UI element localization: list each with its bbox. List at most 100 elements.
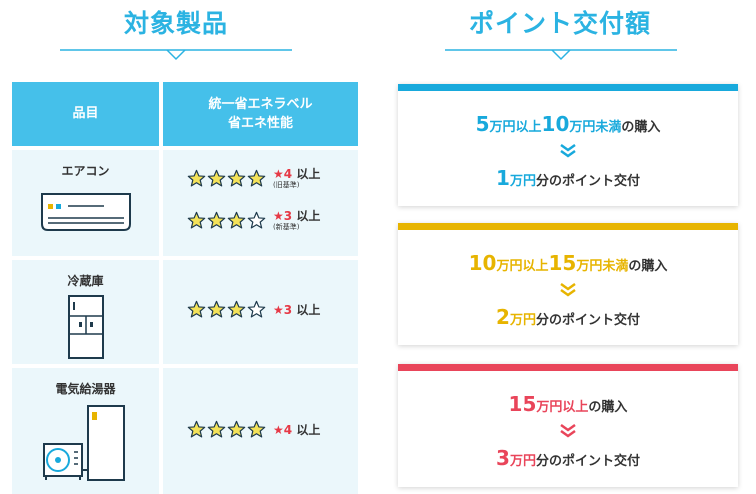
table-row-aircon-name: エアコン xyxy=(12,150,159,256)
rating-heater: ★4 以上 xyxy=(187,420,320,439)
rating-suffix: 以上 xyxy=(296,167,321,181)
rating-aircon-old: ★4 以上 (旧基準) xyxy=(187,168,320,189)
star-rating xyxy=(187,169,266,188)
tier-to: 10 xyxy=(541,112,570,136)
award-amount: 2 xyxy=(496,305,510,329)
header-rating-line1: 統一省エネラベル xyxy=(208,96,313,112)
rating-star-icon: ★ xyxy=(273,209,284,223)
tier-unit: 万円 xyxy=(576,259,603,274)
table-row-aircon-rating: ★4 以上 (旧基準) ★3 以上 (新基準) xyxy=(163,150,358,256)
product-name: 冷蔵庫 xyxy=(67,274,104,288)
tier-purchase: の購入 xyxy=(628,259,668,274)
tier-unit: 万円 xyxy=(536,400,563,415)
rating-star-icon: ★ xyxy=(273,422,284,437)
award-text: 分のポイント交付 xyxy=(535,174,640,189)
star-filled-icon xyxy=(187,211,206,229)
points-heading-underline xyxy=(445,49,677,61)
double-chevron-down-icon xyxy=(560,144,576,158)
star-rating xyxy=(187,211,266,230)
tier-condition: 5万円以上10万円未満の購入 xyxy=(398,112,738,136)
star-filled-icon xyxy=(187,169,206,187)
tier-condition: 10万円以上15万円未満の購入 xyxy=(398,251,738,275)
star-empty-icon xyxy=(247,300,266,318)
tier-below: 未満 xyxy=(595,120,622,135)
products-heading: 対象製品 xyxy=(123,9,228,38)
rating-suffix: 以上 xyxy=(296,422,321,437)
points-heading: ポイント交付額 xyxy=(468,9,651,38)
star-filled-icon xyxy=(207,169,226,187)
tier-award: 1万円分のポイント交付 xyxy=(398,166,738,190)
award-unit: 万円 xyxy=(509,454,536,469)
tier-from: 10 xyxy=(468,251,497,275)
star-rating xyxy=(187,420,266,439)
rating-fridge: ★3 以上 xyxy=(187,300,320,319)
tier-award: 2万円分のポイント交付 xyxy=(398,305,738,329)
tier-box-2: 10万円以上15万円未満の購入 2万円分のポイント交付 xyxy=(398,223,738,345)
rating-aircon-new: ★3 以上 (新基準) xyxy=(187,210,320,231)
tier-unit: 万円 xyxy=(489,120,516,135)
rating-number: 4 xyxy=(283,422,293,437)
tier-condition: 15万円以上の購入 xyxy=(398,392,738,416)
star-filled-icon xyxy=(227,420,246,438)
standard-note: (新基準) xyxy=(273,223,300,231)
tier-color-bar xyxy=(398,84,738,91)
rating-number: 3 xyxy=(283,209,293,223)
tier-above: 以上 xyxy=(515,120,542,135)
standard-note: (旧基準) xyxy=(273,181,300,189)
tier-color-bar xyxy=(398,364,738,371)
tier-purchase: の購入 xyxy=(621,120,661,135)
header-item: 品目 xyxy=(12,82,159,146)
star-filled-icon xyxy=(187,300,206,318)
star-filled-icon xyxy=(207,420,226,438)
tier-purchase: の購入 xyxy=(588,400,628,415)
award-text: 分のポイント交付 xyxy=(535,313,640,328)
rating-star-icon: ★ xyxy=(273,167,284,181)
star-filled-icon xyxy=(227,300,246,318)
tier-to: 15 xyxy=(548,251,577,275)
award-text: 分のポイント交付 xyxy=(535,454,640,469)
star-filled-icon xyxy=(207,211,226,229)
star-filled-icon xyxy=(187,420,206,438)
table-row-heater-name: 電気給湯器 xyxy=(12,368,159,494)
tier-unit: 万円 xyxy=(569,120,596,135)
product-name: 電気給湯器 xyxy=(55,382,116,396)
product-name: エアコン xyxy=(61,164,110,178)
tier-above: 以上 xyxy=(562,400,589,415)
tier-award: 3万円分のポイント交付 xyxy=(398,446,738,470)
rating-number: 3 xyxy=(283,302,293,317)
award-amount: 3 xyxy=(496,446,510,470)
header-rating: 統一省エネラベル 省エネ性能 xyxy=(163,82,358,146)
double-chevron-down-icon xyxy=(560,424,576,438)
award-amount: 1 xyxy=(496,166,510,190)
table-row-fridge-name: 冷蔵庫 xyxy=(12,260,159,364)
star-filled-icon xyxy=(207,300,226,318)
star-filled-icon xyxy=(227,169,246,187)
tier-box-3: 15万円以上の購入 3万円分のポイント交付 xyxy=(398,364,738,487)
star-rating xyxy=(187,300,266,319)
rating-suffix: 以上 xyxy=(296,209,321,223)
tier-box-1: 5万円以上10万円未満の購入 1万円分のポイント交付 xyxy=(398,84,738,206)
air-conditioner-icon xyxy=(41,193,131,231)
star-filled-icon xyxy=(247,169,266,187)
products-heading-underline xyxy=(60,49,292,61)
refrigerator-icon xyxy=(68,295,104,359)
award-unit: 万円 xyxy=(509,174,536,189)
tier-below: 未満 xyxy=(602,259,629,274)
rating-star-icon: ★ xyxy=(273,302,284,317)
tier-unit: 万円 xyxy=(496,259,523,274)
header-item-label: 品目 xyxy=(72,106,99,122)
tier-color-bar xyxy=(398,223,738,230)
rating-suffix: 以上 xyxy=(296,302,321,317)
tier-from: 5 xyxy=(475,112,490,136)
award-unit: 万円 xyxy=(509,313,536,328)
double-chevron-down-icon xyxy=(560,283,576,297)
tier-from: 15 xyxy=(508,392,537,416)
star-filled-icon xyxy=(227,211,246,229)
header-rating-line2: 省エネ性能 xyxy=(227,116,293,131)
water-heater-icon xyxy=(43,405,125,481)
star-filled-icon xyxy=(247,420,266,438)
star-empty-icon xyxy=(247,211,266,229)
rating-number: 4 xyxy=(283,167,293,181)
table-row-heater-rating: ★4 以上 xyxy=(163,368,358,494)
tier-above: 以上 xyxy=(522,259,549,274)
